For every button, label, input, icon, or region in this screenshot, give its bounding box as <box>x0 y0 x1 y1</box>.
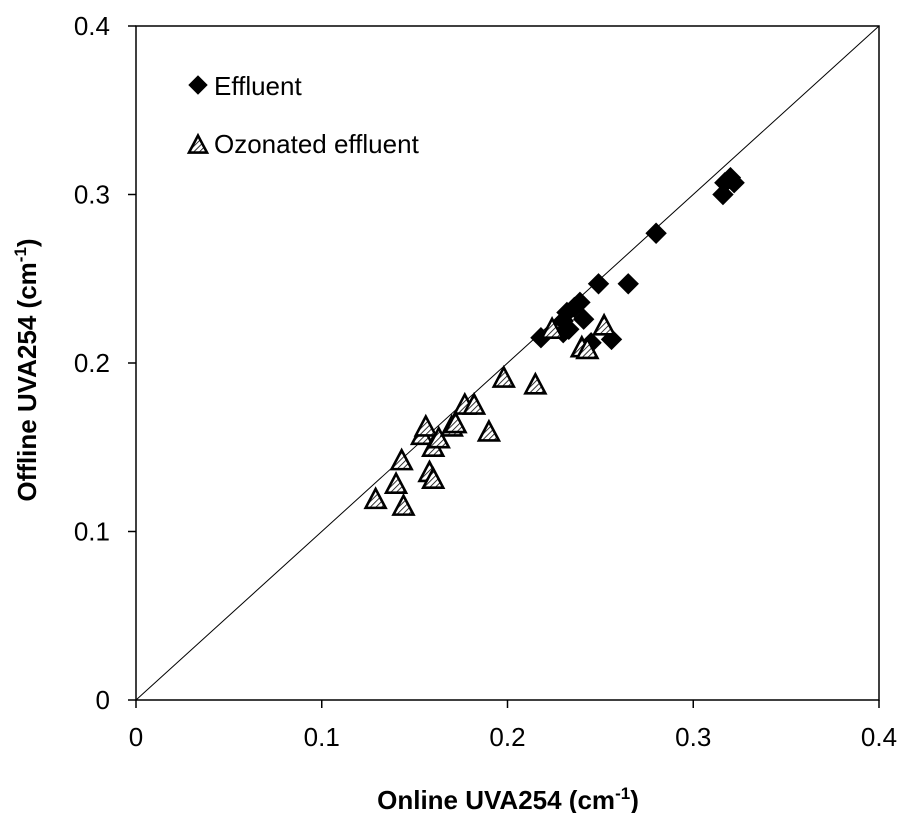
one-to-one-line <box>135 25 880 701</box>
effluent-point <box>572 308 595 330</box>
ozonated-effluent-point <box>413 413 438 437</box>
effluent-point <box>645 222 667 244</box>
ozonated-effluent-point <box>591 312 617 336</box>
axes <box>128 25 880 708</box>
legend-label: Ozonated effluent <box>214 129 420 159</box>
x-tick-label: 0.3 <box>675 722 711 752</box>
x-tick-label: 0 <box>129 722 143 752</box>
ozonated-effluent-point <box>426 425 451 449</box>
ozonated-effluent-point <box>389 447 414 471</box>
tick-labels: 0 0.1 0.2 0.3 0.4 0 0.1 0.2 0.3 0.4 <box>74 11 897 752</box>
y-tick-label: 0.1 <box>74 517 110 547</box>
y-axis-title: Offline UVA254 (cm-1) <box>11 238 42 501</box>
legend-ozonated-marker <box>186 132 210 154</box>
effluent-point <box>587 273 610 295</box>
x-axis-title: Online UVA254 (cm-1) <box>377 784 639 813</box>
ozonated-effluent-point <box>461 391 487 415</box>
legend-label: Effluent <box>214 71 302 101</box>
legend-effluent-marker <box>188 75 208 95</box>
axis-titles: Online UVA254 (cm-1) Offline UVA254 (cm-… <box>11 238 639 813</box>
ozonated-effluent-point <box>575 336 600 360</box>
y-tick-label: 0.3 <box>74 180 110 210</box>
data-points <box>363 166 745 516</box>
ozonated-effluent-point <box>523 371 548 395</box>
ozonated-effluent-point <box>443 410 468 434</box>
ozonated-effluent-point <box>491 364 516 388</box>
x-tick-label: 0.2 <box>489 722 525 752</box>
ozonated-effluent-point <box>363 486 388 510</box>
y-tick-label: 0.4 <box>74 11 110 41</box>
legend: Effluent Ozonated effluent <box>186 71 420 159</box>
ozonated-effluent-point <box>421 465 446 489</box>
x-tick-label: 0.4 <box>861 722 897 752</box>
effluent-point <box>723 171 745 194</box>
y-tick-label: 0 <box>96 685 110 715</box>
reference-line-group <box>135 25 880 701</box>
effluent-point <box>617 273 639 295</box>
ozonated-effluent-point <box>476 418 502 442</box>
ozonated-effluent-point <box>539 316 565 340</box>
ozonated-effluent-point <box>391 492 416 516</box>
ozonated-effluent-point <box>383 471 409 495</box>
y-tick-label: 0.2 <box>74 348 110 378</box>
x-tick-label: 0.1 <box>304 722 340 752</box>
